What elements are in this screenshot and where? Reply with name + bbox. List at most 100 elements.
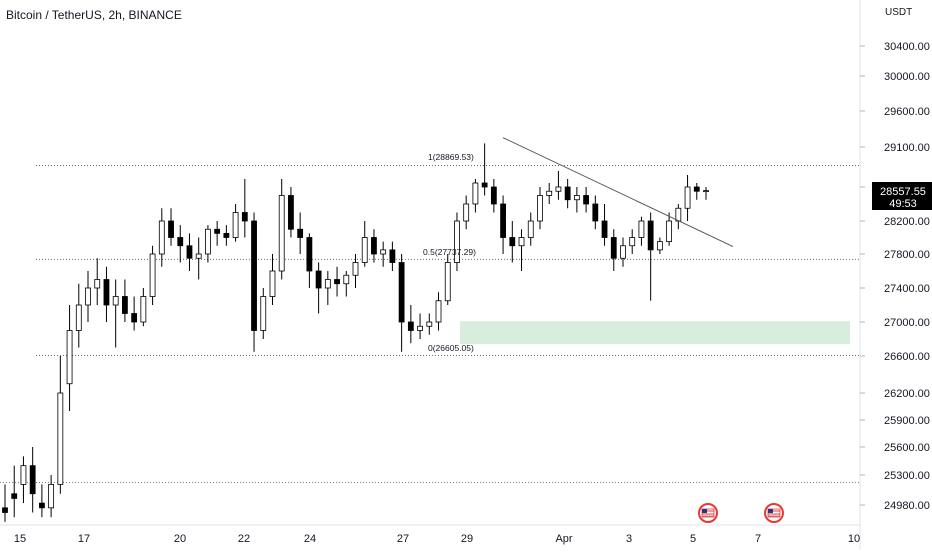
candle[interactable] — [57, 356, 64, 494]
candle[interactable] — [500, 195, 506, 255]
candle[interactable] — [186, 233, 193, 271]
candle[interactable] — [638, 216, 645, 246]
time-tick-label: 7 — [755, 533, 761, 545]
candle[interactable] — [158, 208, 165, 267]
candle[interactable] — [66, 305, 73, 411]
candle[interactable] — [518, 229, 525, 271]
candle[interactable] — [131, 296, 138, 331]
candle[interactable] — [2, 484, 8, 522]
candle[interactable] — [48, 475, 55, 518]
candle[interactable] — [260, 288, 267, 339]
candle[interactable] — [20, 456, 27, 504]
candle[interactable] — [481, 143, 488, 196]
candle[interactable] — [324, 271, 331, 305]
time-axis[interactable]: 15 17 20 22 24 27 29 Apr 3 5 7 10 — [14, 533, 860, 545]
candle[interactable] — [94, 258, 101, 305]
candle[interactable] — [11, 465, 18, 518]
candle[interactable] — [85, 271, 91, 322]
candle[interactable] — [592, 195, 599, 230]
candle[interactable] — [509, 221, 516, 263]
candle[interactable] — [463, 195, 470, 230]
candle[interactable] — [666, 212, 673, 246]
price-tick-label: 27800.00 — [884, 249, 930, 261]
demand-zone[interactable] — [460, 321, 850, 345]
time-tick-label: 24 — [304, 533, 316, 545]
candle[interactable] — [297, 212, 304, 255]
currency-label: USDT — [885, 7, 912, 18]
candle[interactable] — [398, 254, 405, 352]
candle[interactable] — [555, 171, 562, 200]
candle[interactable] — [656, 237, 663, 255]
candle[interactable] — [232, 204, 239, 242]
candle[interactable] — [675, 204, 682, 230]
candle[interactable] — [693, 183, 700, 200]
candle[interactable] — [29, 447, 36, 513]
fib-level-label: 0(26605.05) — [428, 343, 474, 353]
candle[interactable] — [112, 279, 119, 348]
candle[interactable] — [177, 225, 184, 263]
candle[interactable] — [251, 212, 257, 352]
candle[interactable] — [122, 279, 128, 323]
candle[interactable] — [168, 208, 174, 246]
price-tick-label: 27000.00 — [884, 317, 930, 329]
price-tick-label: 26600.00 — [884, 351, 930, 363]
candle[interactable] — [361, 221, 368, 267]
current-price-value: 28557.55 — [880, 186, 926, 198]
candle[interactable] — [546, 183, 553, 204]
candle[interactable] — [315, 262, 322, 314]
candle[interactable] — [103, 266, 110, 322]
candle[interactable] — [454, 212, 460, 272]
candle[interactable] — [75, 283, 82, 348]
candle[interactable] — [140, 288, 147, 327]
candle[interactable] — [214, 221, 221, 246]
candle[interactable] — [629, 229, 636, 254]
us-flag-event-icon[interactable] — [698, 503, 718, 523]
candle[interactable] — [564, 179, 571, 209]
candle[interactable] — [269, 254, 276, 305]
candle[interactable] — [435, 292, 442, 331]
candle[interactable] — [472, 179, 479, 213]
candle[interactable] — [490, 179, 497, 213]
time-tick-label: 5 — [690, 533, 696, 545]
candle[interactable] — [223, 225, 230, 246]
candle[interactable] — [610, 229, 617, 271]
candle[interactable] — [278, 179, 285, 280]
time-tick-label: 15 — [14, 533, 26, 545]
time-tick-label: 17 — [78, 533, 90, 545]
candle[interactable] — [334, 266, 340, 297]
candle[interactable] — [537, 187, 543, 230]
candle[interactable] — [583, 187, 589, 213]
us-flag-event-icon[interactable] — [764, 503, 784, 523]
candle[interactable] — [343, 271, 350, 297]
candle[interactable] — [288, 187, 294, 238]
candle[interactable] — [306, 233, 313, 288]
candle[interactable] — [205, 225, 211, 263]
candle[interactable] — [241, 179, 248, 238]
candle[interactable] — [352, 254, 359, 288]
candle[interactable] — [371, 229, 377, 263]
candle[interactable] — [389, 241, 396, 271]
candle[interactable] — [407, 305, 414, 344]
candle[interactable] — [620, 237, 626, 267]
bar-countdown: 49:53 — [889, 198, 917, 210]
time-tick-label: 27 — [397, 533, 409, 545]
candle[interactable] — [380, 241, 387, 267]
candle[interactable] — [149, 245, 156, 305]
candle[interactable] — [38, 484, 45, 518]
candle[interactable] — [684, 175, 691, 221]
candle[interactable] — [417, 313, 423, 340]
price-tick-label: 25300.00 — [884, 470, 930, 482]
candle[interactable] — [573, 187, 580, 213]
price-tick-label: 24980.00 — [884, 500, 930, 512]
trendline[interactable] — [502, 137, 734, 248]
candle[interactable] — [647, 212, 654, 301]
candle[interactable] — [527, 212, 534, 246]
candle[interactable] — [703, 187, 709, 200]
candle[interactable] — [601, 204, 608, 246]
candle[interactable] — [195, 237, 202, 280]
candle[interactable] — [444, 254, 451, 305]
candle[interactable] — [426, 313, 433, 335]
price-axis[interactable]: 30400.0030000.0029600.0029100.0028600.00… — [860, 41, 930, 512]
